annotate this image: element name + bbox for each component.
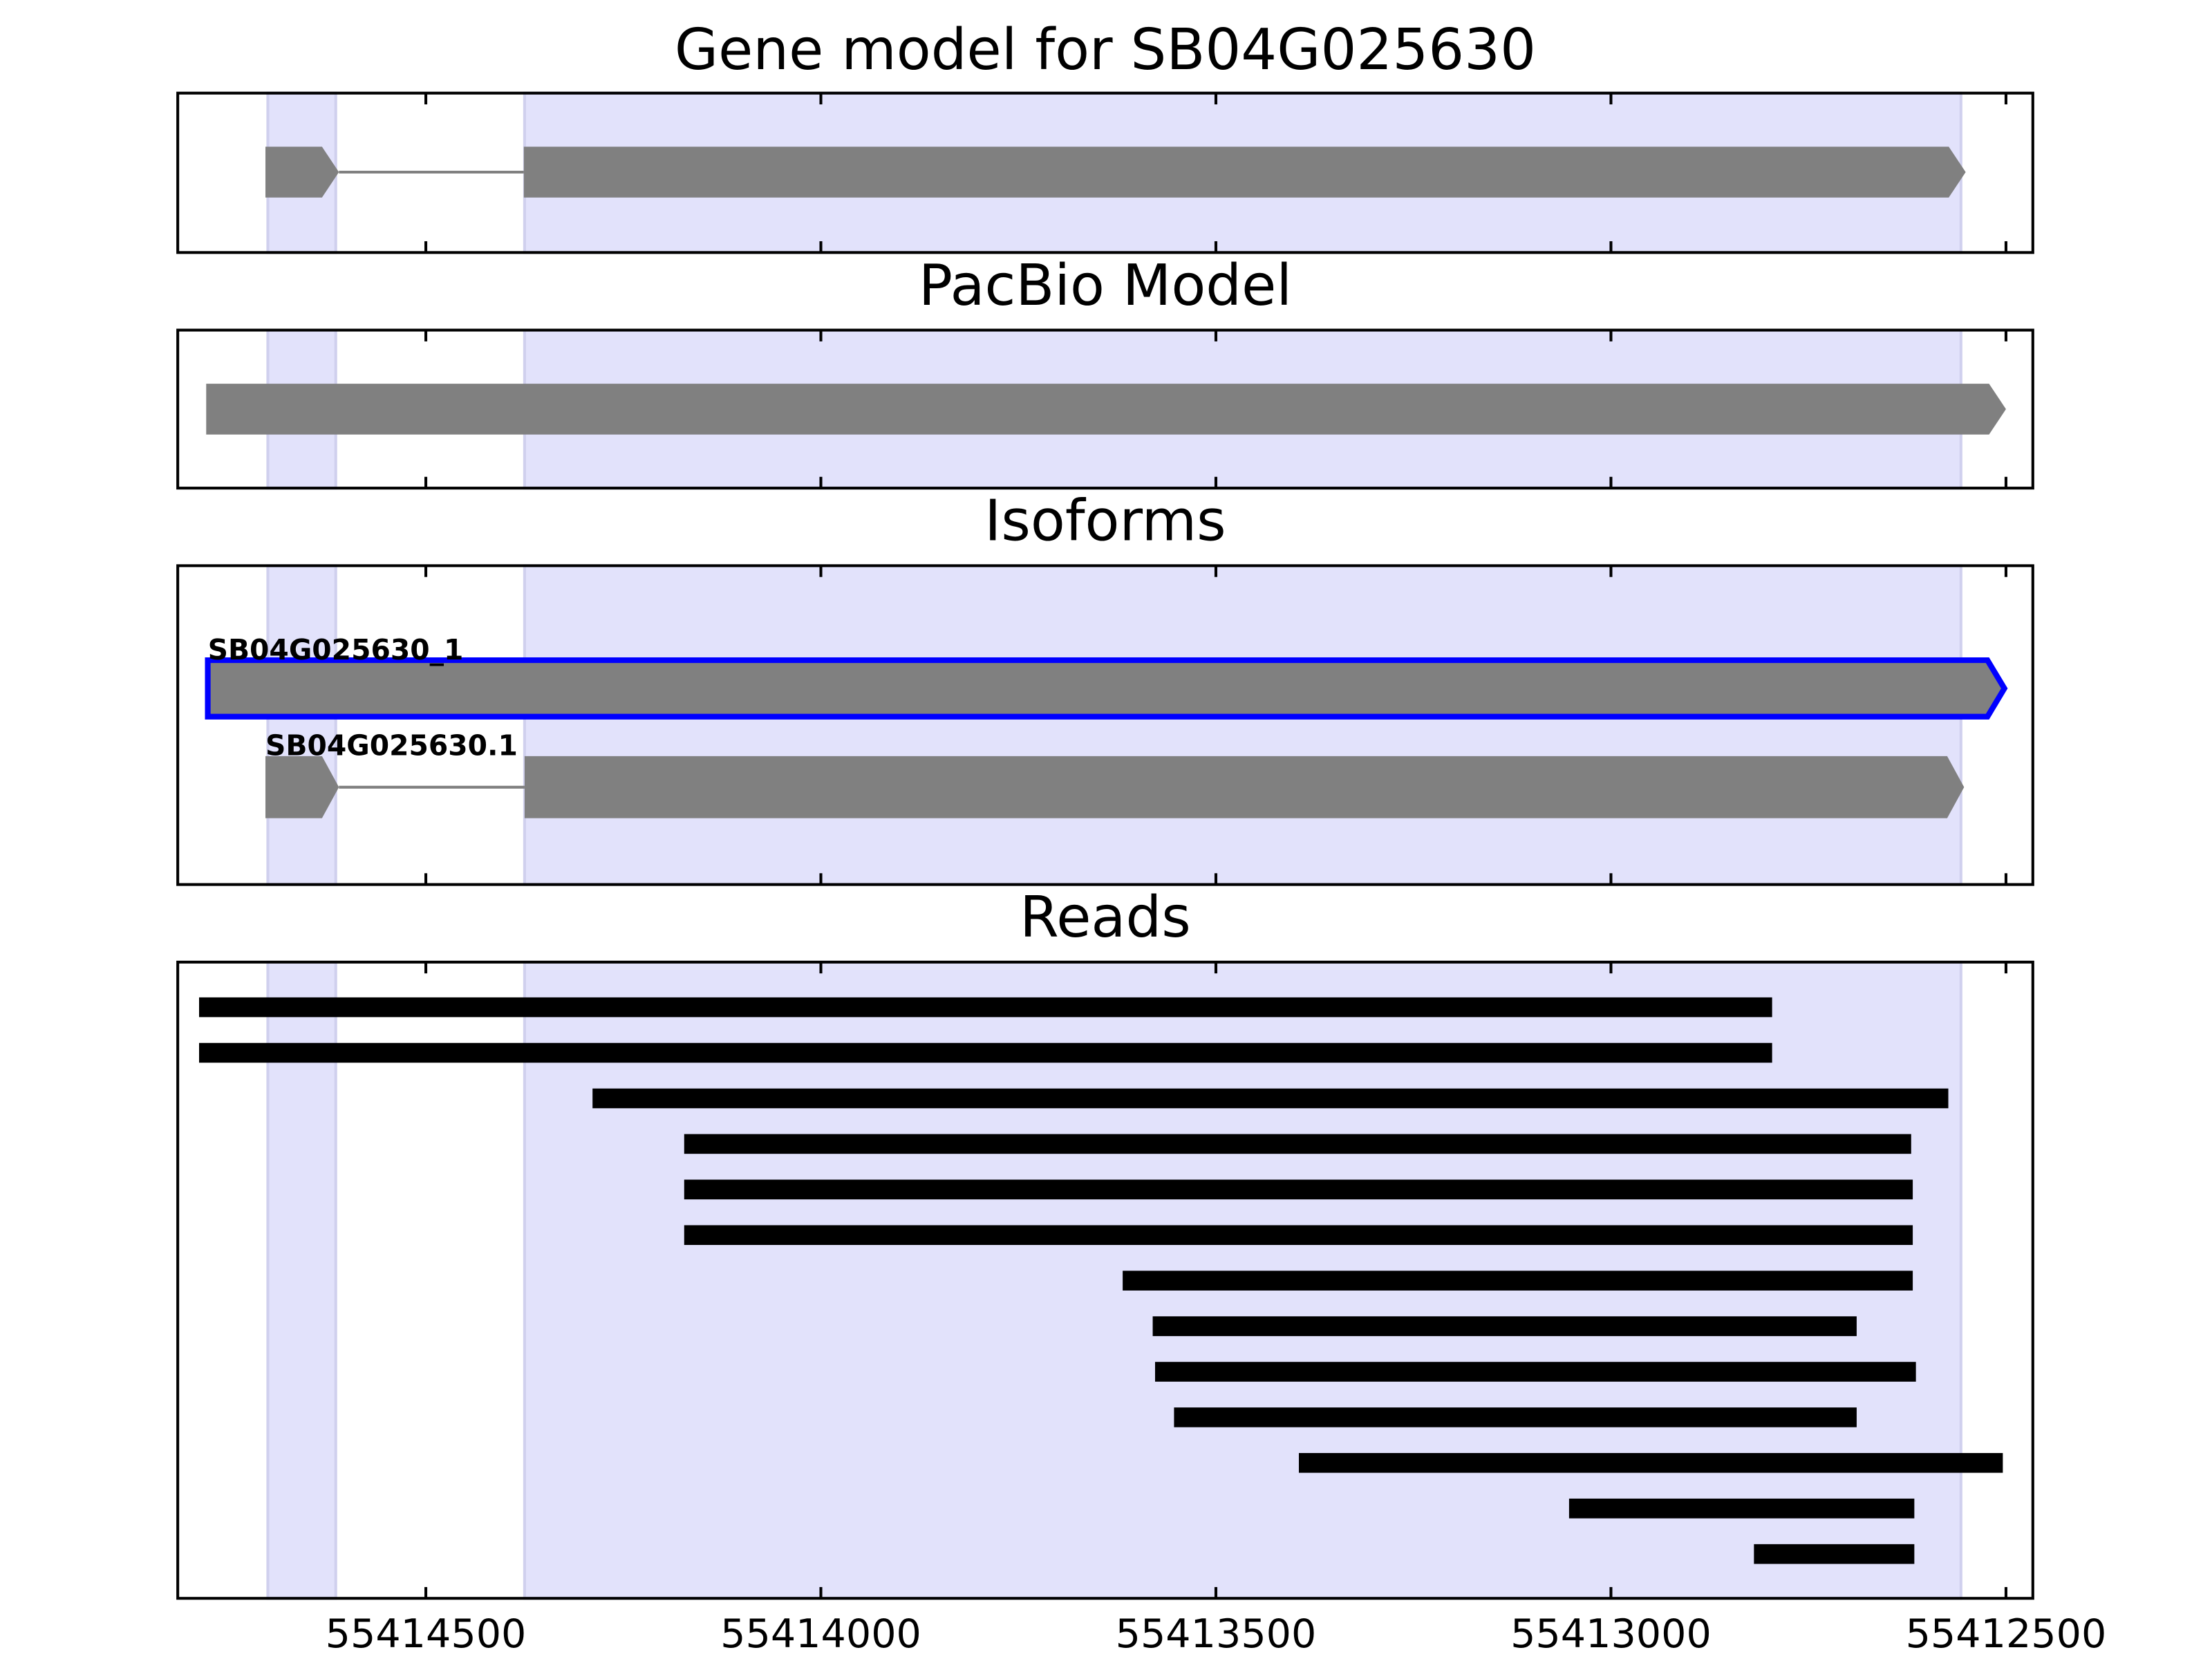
- read: [1123, 1271, 1913, 1291]
- x-tick-label: 55412500: [1906, 1611, 2107, 1657]
- read: [592, 1088, 1949, 1109]
- read: [1154, 1362, 1916, 1382]
- highlight-region: [266, 564, 337, 886]
- highlight-region: [523, 564, 1962, 886]
- read: [1152, 1316, 1857, 1336]
- panel-title: Isoforms: [984, 489, 1226, 554]
- x-tick-label: 55414000: [720, 1611, 921, 1657]
- panel-title: Gene model for SB04G025630: [675, 17, 1536, 83]
- exon: [265, 147, 339, 198]
- panel-frame: [176, 91, 2034, 254]
- panel-title: Reads: [1020, 885, 1191, 950]
- x-tick-label: 55413500: [1116, 1611, 1317, 1657]
- read: [199, 997, 1772, 1018]
- exon: [205, 657, 2008, 720]
- panel-title: PacBio Model: [919, 253, 1292, 319]
- read: [1299, 1453, 2003, 1473]
- exon: [206, 384, 2006, 435]
- read: [1174, 1407, 1857, 1427]
- isoform-label: SB04G025630_1: [208, 633, 464, 666]
- read: [684, 1179, 1913, 1200]
- read: [684, 1225, 1913, 1246]
- x-tick-label: 55414500: [326, 1611, 527, 1657]
- highlight-region: [266, 960, 337, 1600]
- read: [684, 1134, 1911, 1154]
- exon: [523, 147, 1966, 198]
- read: [199, 1042, 1772, 1063]
- x-tick-label: 55413000: [1510, 1611, 1712, 1657]
- read: [1568, 1498, 1915, 1519]
- panel-frame: [176, 564, 2034, 886]
- exon: [524, 756, 1965, 818]
- isoform-label: SB04G025630.1: [265, 729, 518, 762]
- read: [1754, 1544, 1915, 1564]
- panel-frame: [176, 328, 2034, 490]
- exon: [265, 756, 339, 818]
- panel-frame: [176, 960, 2034, 1600]
